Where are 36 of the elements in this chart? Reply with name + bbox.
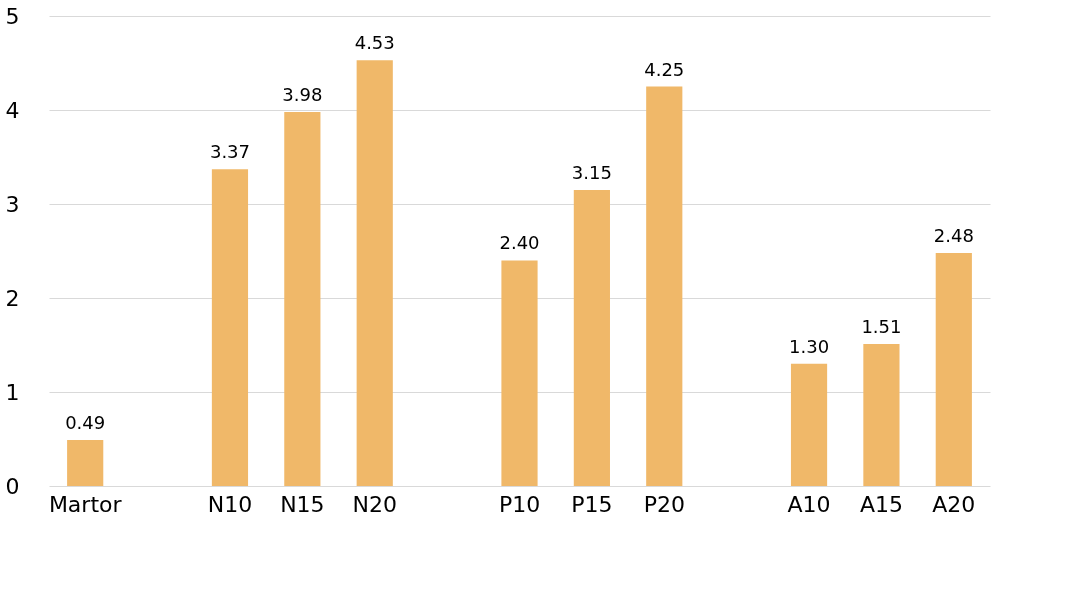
bar bbox=[284, 111, 321, 486]
bar bbox=[67, 439, 104, 486]
data-label: 4.53 bbox=[354, 32, 395, 54]
data-label: 3.15 bbox=[571, 161, 612, 183]
data-label: 0.49 bbox=[65, 411, 106, 433]
bar bbox=[501, 260, 538, 486]
x-tick-label: A20 bbox=[932, 491, 976, 517]
bar bbox=[863, 344, 900, 486]
bar bbox=[211, 169, 249, 486]
data-label: 3.98 bbox=[282, 83, 323, 105]
y-tick-label: 2 bbox=[5, 285, 20, 311]
x-tick-label: A15 bbox=[859, 491, 903, 517]
y-tick-label: 5 bbox=[5, 3, 20, 29]
x-tick-label: N15 bbox=[280, 491, 325, 517]
x-tick-label: N10 bbox=[207, 491, 253, 517]
y-tick-label: 3 bbox=[5, 191, 20, 217]
x-tick-label: P20 bbox=[643, 491, 685, 517]
x-tick-label: Martor bbox=[48, 491, 123, 517]
bar bbox=[356, 60, 393, 486]
bar bbox=[573, 189, 610, 486]
x-tick-label: P15 bbox=[571, 491, 613, 517]
bar bbox=[646, 86, 683, 486]
y-tick-label: 0 bbox=[5, 473, 20, 499]
data-label: 2.40 bbox=[499, 232, 540, 254]
y-tick-label: 1 bbox=[5, 379, 20, 405]
x-tick-label: N20 bbox=[352, 491, 397, 517]
data-label: 3.37 bbox=[209, 141, 250, 163]
data-label: 2.48 bbox=[933, 224, 974, 246]
data-label: 1.51 bbox=[861, 316, 902, 338]
bar bbox=[790, 363, 828, 486]
x-tick-label: P10 bbox=[498, 491, 541, 517]
x-tick-label: A10 bbox=[787, 491, 831, 517]
bar bbox=[935, 252, 972, 486]
data-label: 4.25 bbox=[644, 58, 685, 80]
y-tick-label: 4 bbox=[5, 97, 20, 123]
data-label: 1.30 bbox=[789, 335, 830, 357]
